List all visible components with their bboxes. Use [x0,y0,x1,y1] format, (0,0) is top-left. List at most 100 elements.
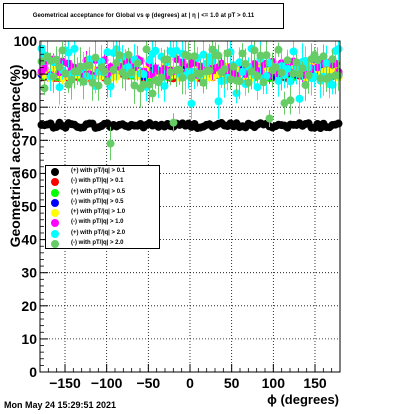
data-point [241,59,250,68]
data-point [172,46,181,55]
data-point [187,73,196,82]
data-point [325,72,334,81]
data-point [40,84,49,93]
data-point [304,71,313,80]
legend-label: (-) with pT/|q| > 0.1 [71,178,124,185]
y-axis-label: Geometrical acceptance(%) [7,64,23,248]
data-point [67,75,76,84]
data-point [199,78,208,87]
data-point [163,55,172,64]
data-point [127,68,136,77]
data-point [58,46,67,55]
legend-entry: (-) with pT/|q| > 0.1 [46,177,159,187]
data-point [262,51,271,60]
data-point [223,49,232,58]
data-point [226,75,235,84]
legend-label: (+) with pT/|q| > 2.0 [71,229,126,236]
data-point [301,81,310,90]
data-point [157,73,166,82]
legend-entry: (-) with pT/|q| > 2.0 [46,239,159,249]
data-point [313,56,322,65]
data-point [142,45,151,54]
data-point [316,74,325,83]
data-point [187,99,196,108]
data-point [328,80,337,89]
legend-entry: (+) with pT/|q| > 0.1 [46,167,159,177]
data-point [298,64,307,73]
data-series [37,41,343,161]
data-point [166,68,175,77]
data-point [256,51,265,60]
data-point [100,67,109,76]
data-point [49,72,58,81]
y-tick-label: 40 [21,232,37,248]
data-point [334,71,343,80]
data-point [265,114,274,123]
data-point [286,96,295,105]
timestamp: Mon May 24 15:29:51 2021 [4,400,117,410]
series-1 [37,118,343,133]
legend-label: (+) with pT/|q| > 1.0 [71,209,126,216]
data-point [70,44,79,53]
data-point [289,47,298,56]
x-axis-label: ϕ (degrees) [267,392,339,407]
y-tick-label: 10 [21,331,37,347]
legend-entry: (-) with pT/|q| > 1.0 [46,218,159,228]
data-point [283,64,292,73]
data-point [55,63,64,72]
x-tick-label: −50 [136,375,160,391]
x-tick-label: 100 [262,375,286,391]
data-point [334,119,343,128]
data-point [214,51,223,60]
data-point [94,81,103,90]
data-point [139,80,148,89]
data-point [88,78,97,87]
data-point [121,71,130,80]
data-point [46,56,55,65]
legend-entry: (+) with pT/|q| > 0.5 [46,188,159,198]
data-point [175,65,184,74]
data-point [271,63,280,72]
legend-label: (+) with pT/|q| > 0.1 [71,168,126,174]
y-tick-label: 50 [21,199,37,215]
data-point [244,78,253,87]
y-tick-label: 30 [21,265,37,281]
data-point [190,52,199,61]
data-point [112,58,121,67]
data-point [280,99,289,108]
x-tick-label: 0 [186,375,194,391]
data-point [178,73,187,82]
y-tick-label: 0 [29,364,37,380]
data-point [91,53,100,62]
data-point [40,64,49,73]
data-point [292,58,301,67]
data-point [124,50,133,59]
data-point [145,80,154,89]
data-point [283,56,292,65]
legend-marker [51,188,59,197]
data-point [322,59,331,68]
data-point [229,62,238,71]
data-point [133,59,142,68]
data-point [235,58,244,67]
data-point [238,67,247,76]
data-point [145,56,154,65]
data-point [151,46,160,55]
x-tick-label: 50 [224,375,240,391]
data-point [274,76,283,85]
y-tick-label: 100 [14,33,38,49]
data-point [52,55,61,64]
legend-marker [51,229,59,238]
data-point [103,77,112,86]
data-point [64,48,73,57]
data-point [115,51,124,60]
data-point [184,52,193,61]
axes: 0 10 20 30 40 50 60 70 80 90 100 −150 −100 −50 0 50 100 1… [14,33,333,391]
legend-entry: (+) with pT/|q| > 2.0 [46,229,159,239]
x-tick-label: −150 [49,375,81,391]
data-point [169,118,178,127]
data-point [148,89,157,98]
legend-marker [51,240,59,249]
data-point [253,83,262,92]
